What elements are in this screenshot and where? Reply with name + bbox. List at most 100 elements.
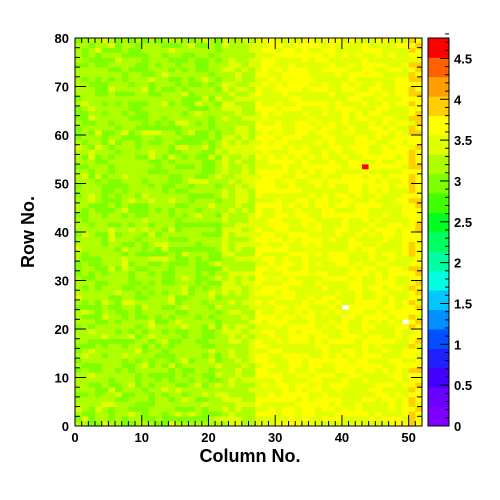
heatmap-cell (375, 198, 383, 204)
heatmap-cell (161, 411, 169, 417)
heatmap-cell (368, 309, 376, 315)
heatmap-cell (135, 265, 143, 272)
heatmap-cell (208, 265, 216, 272)
x-tick-label: 30 (268, 430, 282, 445)
heatmap-cell (288, 309, 296, 315)
heatmap-cell (288, 304, 296, 310)
heatmap-cell (268, 52, 276, 58)
heatmap-cell (295, 295, 303, 301)
heatmap-cell (375, 358, 383, 364)
heatmap-cell (381, 47, 389, 53)
heatmap-cell (408, 188, 416, 194)
heatmap-cell (301, 290, 309, 296)
heatmap-cell (108, 353, 116, 359)
heatmap-cell (261, 236, 269, 242)
heatmap-cell (248, 232, 256, 238)
heatmap-cell (108, 275, 116, 281)
heatmap-cell (128, 309, 136, 315)
heatmap-cell (408, 91, 416, 97)
heatmap-cell (221, 149, 229, 155)
heatmap-cell (241, 193, 249, 199)
heatmap-cell (215, 348, 223, 354)
heatmap-cell (181, 246, 189, 252)
heatmap-cell (228, 47, 236, 53)
heatmap-cell (88, 198, 96, 204)
heatmap-cell (201, 96, 209, 102)
heatmap-cell (341, 86, 349, 92)
heatmap-cell (308, 135, 316, 141)
heatmap-cell (241, 198, 249, 204)
heatmap-cell (108, 96, 116, 102)
heatmap-cell (215, 236, 223, 242)
heatmap-cell (408, 309, 416, 315)
heatmap-cell (175, 372, 183, 378)
heatmap-cell (235, 183, 243, 189)
heatmap-cell (415, 270, 423, 276)
heatmap-cell (368, 275, 376, 281)
heatmap-cell (395, 207, 403, 213)
heatmap-cell (415, 217, 423, 223)
heatmap-cell (328, 382, 336, 388)
heatmap-cell (141, 285, 149, 291)
heatmap-cell (175, 42, 183, 48)
heatmap-cell (395, 343, 403, 349)
heatmap-cell (161, 319, 169, 325)
heatmap-cell (81, 324, 89, 330)
heatmap-cell (241, 299, 249, 306)
heatmap-cell (115, 81, 123, 87)
heatmap-cell (321, 193, 329, 199)
heatmap-cell (155, 256, 163, 262)
heatmap-cell (128, 382, 136, 388)
heatmap-cell (108, 285, 116, 291)
heatmap-cell (88, 372, 96, 378)
heatmap-cell (175, 96, 183, 102)
heatmap-cell (341, 101, 349, 107)
heatmap-cell (115, 164, 123, 170)
heatmap-cell (201, 348, 209, 354)
heatmap-cell (115, 217, 123, 223)
heatmap-cell (235, 406, 243, 412)
heatmap-cell (101, 338, 109, 344)
heatmap-cell (408, 348, 416, 354)
heatmap-cell (81, 392, 89, 398)
heatmap-cell (221, 241, 229, 247)
heatmap-cell (301, 135, 309, 141)
heatmap-cell (215, 367, 223, 373)
heatmap-cell (348, 173, 356, 179)
heatmap-cell (188, 144, 196, 150)
heatmap-cell (268, 372, 276, 378)
heatmap-cell (355, 232, 363, 238)
heatmap-cell (81, 236, 89, 242)
heatmap-cell (108, 135, 116, 141)
heatmap-cell (141, 387, 149, 393)
heatmap-cell (395, 261, 403, 267)
heatmap-cell (228, 86, 236, 92)
heatmap-cell (235, 105, 243, 112)
heatmap-cell (361, 222, 369, 228)
heatmap-cell (141, 290, 149, 296)
heatmap-cell (175, 358, 183, 364)
color-scale-swatch (428, 212, 449, 233)
heatmap-cell (308, 159, 316, 165)
heatmap-cell (215, 38, 223, 44)
heatmap-cell (168, 290, 176, 296)
heatmap-cell (221, 67, 229, 73)
heatmap-cell (235, 101, 243, 107)
heatmap-cell (395, 57, 403, 63)
heatmap-cell (161, 96, 169, 102)
heatmap-cell (328, 139, 336, 145)
heatmap-cell (128, 265, 136, 272)
heatmap-cell (181, 193, 189, 199)
heatmap-cell (295, 207, 303, 213)
heatmap-cell (195, 421, 203, 427)
heatmap-cell (381, 212, 389, 218)
heatmap-cell (148, 251, 156, 257)
heatmap-cell (115, 377, 123, 383)
heatmap-cell (81, 183, 89, 189)
heatmap-cell (415, 130, 423, 136)
heatmap-cell (175, 285, 183, 291)
heatmap-cell (295, 358, 303, 364)
heatmap-cell (75, 348, 82, 354)
heatmap-cell (261, 91, 269, 97)
heatmap-cell (361, 396, 369, 403)
